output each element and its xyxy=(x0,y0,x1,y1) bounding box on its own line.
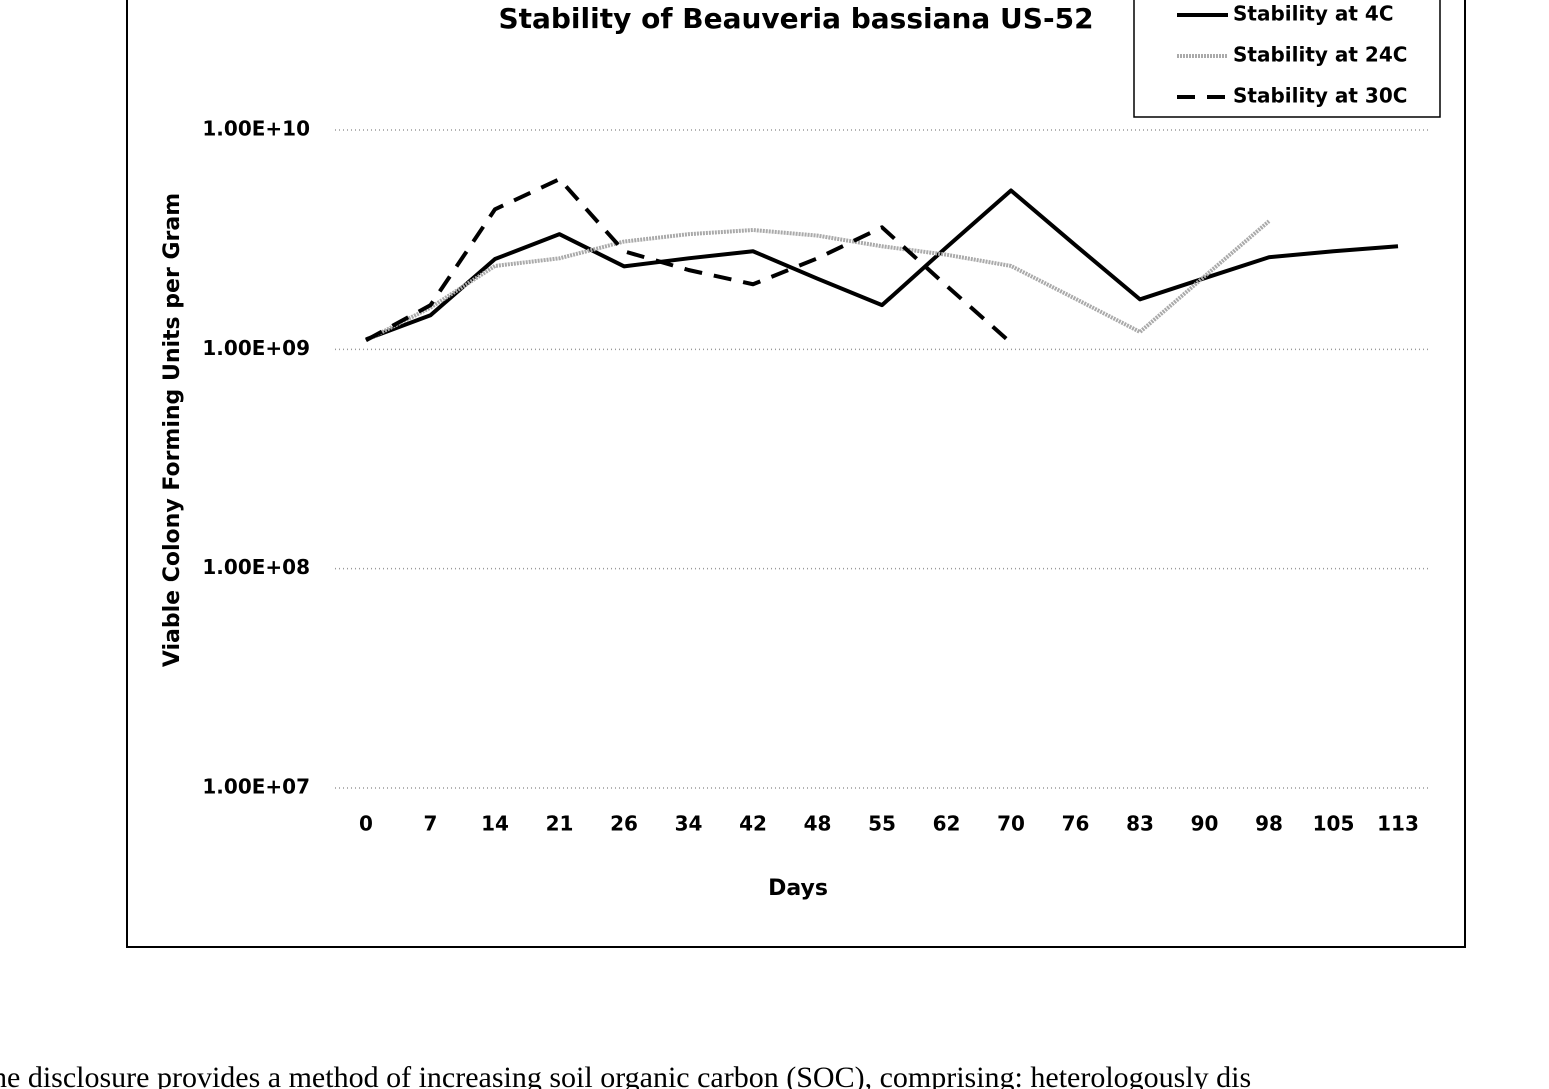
legend-label: Stability at 30C xyxy=(1233,84,1407,108)
y-tick-label: 1.00E+09 xyxy=(202,336,310,360)
body-text: he disclosure provides a method of incre… xyxy=(0,1061,1251,1089)
x-tick-label: 42 xyxy=(739,812,767,836)
x-tick-label: 105 xyxy=(1313,812,1355,836)
legend-label: Stability at 24C xyxy=(1233,43,1407,67)
y-tick-label: 1.00E+07 xyxy=(202,775,310,799)
series-line xyxy=(366,190,1398,339)
y-axis-title: Viable Colony Forming Units per Gram xyxy=(160,193,185,667)
x-tick-label: 98 xyxy=(1255,812,1283,836)
x-tick-label: 7 xyxy=(424,812,438,836)
chart-frame xyxy=(127,0,1465,947)
x-tick-label: 70 xyxy=(997,812,1025,836)
x-tick-label: 62 xyxy=(933,812,961,836)
y-tick-label: 1.00E+10 xyxy=(202,117,310,141)
x-tick-label: 48 xyxy=(804,812,832,836)
x-tick-label: 113 xyxy=(1377,812,1419,836)
x-tick-label: 26 xyxy=(610,812,638,836)
series-line xyxy=(366,179,1011,343)
x-tick-label: 14 xyxy=(481,812,509,836)
x-tick-label: 76 xyxy=(1062,812,1090,836)
x-tick-label: 0 xyxy=(359,812,373,836)
y-tick-label: 1.00E+08 xyxy=(202,555,310,579)
x-tick-label: 90 xyxy=(1191,812,1219,836)
x-axis-title: Days xyxy=(768,876,828,901)
legend-label: Stability at 4C xyxy=(1233,2,1394,26)
x-tick-label: 21 xyxy=(546,812,574,836)
chart-title: Stability of Beauveria bassiana US-52 xyxy=(498,2,1093,35)
x-tick-label: 83 xyxy=(1126,812,1154,836)
x-tick-label: 34 xyxy=(675,812,703,836)
x-tick-label: 55 xyxy=(868,812,896,836)
